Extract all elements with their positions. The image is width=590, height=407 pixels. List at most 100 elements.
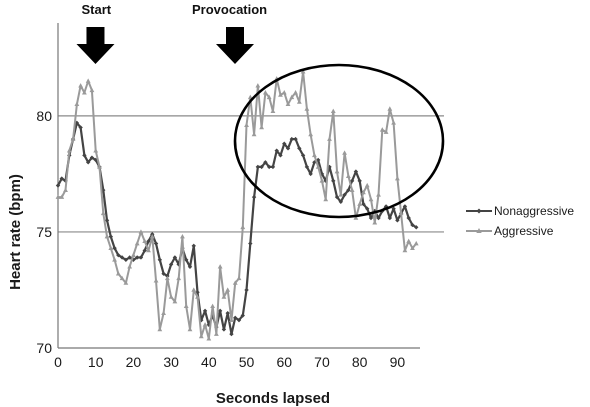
data-point <box>297 146 302 151</box>
data-point <box>229 317 234 322</box>
data-point <box>134 255 140 260</box>
data-point <box>108 245 114 250</box>
data-point <box>164 275 170 281</box>
data-point <box>168 262 174 267</box>
data-point <box>319 178 325 183</box>
data-point <box>217 308 223 314</box>
data-point <box>104 233 110 239</box>
data-point <box>153 278 159 283</box>
data-point <box>342 150 347 155</box>
data-point <box>319 171 325 177</box>
data-point <box>131 252 136 257</box>
data-point <box>81 90 87 95</box>
data-point <box>414 225 419 230</box>
data-point <box>168 294 174 299</box>
data-point <box>240 313 245 318</box>
data-point <box>202 308 208 314</box>
data-point <box>304 106 310 111</box>
data-point <box>93 148 99 153</box>
data-point <box>315 164 321 169</box>
data-point <box>338 192 344 197</box>
data-point <box>402 204 408 209</box>
data-point <box>278 153 283 158</box>
data-point <box>78 125 83 130</box>
data-point <box>244 122 249 127</box>
data-point <box>349 187 355 192</box>
data-point <box>361 201 366 207</box>
data-point <box>342 192 347 197</box>
data-point <box>244 287 249 293</box>
tick-labels: 70 75 80 0 10 20 30 40 50 60 70 80 90 <box>36 108 405 370</box>
data-point <box>361 189 366 195</box>
data-point <box>323 178 328 184</box>
data-point <box>349 178 355 184</box>
data-point <box>176 275 182 281</box>
data-point <box>410 245 415 250</box>
data-point <box>116 252 121 258</box>
data-point <box>85 160 91 165</box>
data-point <box>119 275 125 281</box>
data-point <box>191 287 197 292</box>
data-point <box>391 120 397 125</box>
data-point <box>383 204 389 209</box>
data-point <box>406 238 412 244</box>
data-point <box>372 220 378 225</box>
data-point <box>100 210 106 216</box>
highlight-ellipse <box>233 63 445 219</box>
data-point <box>74 101 80 107</box>
data-point <box>281 90 287 95</box>
data-point <box>368 196 374 202</box>
data-point <box>225 287 231 292</box>
x-tick-label: 40 <box>201 354 217 370</box>
x-tick-label: 50 <box>239 354 255 370</box>
x-tick-label: 30 <box>163 354 179 370</box>
x-tick-label: 70 <box>314 354 330 370</box>
data-point <box>101 187 106 193</box>
x-tick-label: 60 <box>276 354 292 370</box>
data-point <box>202 322 208 327</box>
data-point <box>285 146 291 151</box>
annotation-label: Provocation <box>192 2 267 17</box>
x-tick-label: 0 <box>54 354 62 370</box>
data-point <box>119 255 125 260</box>
data-point <box>345 173 351 179</box>
data-point <box>376 192 381 197</box>
annotation-provocation: Provocation <box>192 2 267 64</box>
data-point <box>240 224 246 230</box>
data-point <box>289 94 295 100</box>
data-point <box>387 106 393 111</box>
annotation-start: Start <box>76 2 115 64</box>
data-point <box>157 326 163 332</box>
data-point <box>406 215 411 221</box>
data-point <box>266 164 272 170</box>
data-point <box>293 90 298 95</box>
legend-label: Aggressive <box>494 224 554 238</box>
data-point <box>334 168 340 174</box>
data-point <box>251 131 257 137</box>
data-point <box>112 245 117 251</box>
data-point <box>89 87 95 93</box>
data-point <box>308 131 314 137</box>
data-point <box>304 164 310 170</box>
data-point <box>157 257 163 262</box>
data-point <box>402 247 408 253</box>
data-point <box>108 234 113 239</box>
data-point <box>376 215 381 221</box>
data-point <box>259 124 265 130</box>
data-point <box>353 215 359 220</box>
y-axis-title: Heart rate (bpm) <box>7 174 24 290</box>
data-point <box>312 152 317 158</box>
data-point <box>210 303 216 309</box>
data-point <box>331 178 336 184</box>
annotations: Start Provocation <box>76 2 445 219</box>
data-point <box>289 136 294 142</box>
data-point <box>357 178 362 184</box>
data-point <box>138 255 144 260</box>
data-point <box>323 196 329 202</box>
data-point <box>364 182 370 188</box>
data-point <box>59 194 65 199</box>
data-point <box>353 169 359 174</box>
data-point <box>255 83 261 88</box>
data-point <box>66 148 72 153</box>
data-point <box>217 264 223 269</box>
